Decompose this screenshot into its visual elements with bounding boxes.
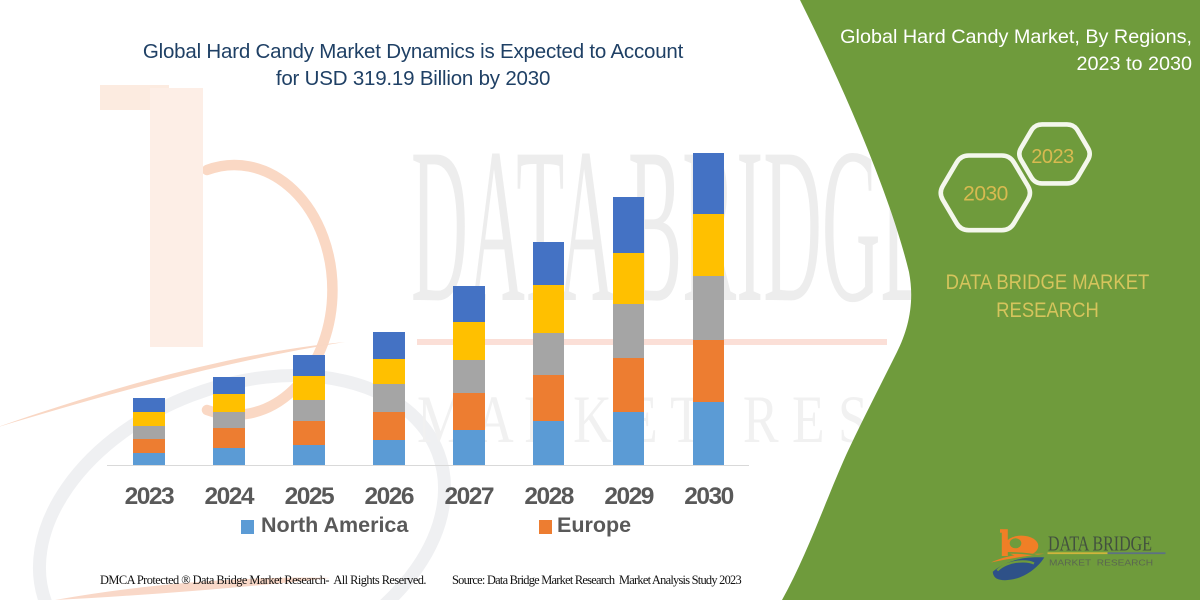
svg-text:2030: 2030: [963, 183, 1008, 206]
svg-text:MARKET RESEARCH: MARKET RESEARCH: [1049, 559, 1153, 568]
svg-text:DATA BRIDGE: DATA BRIDGE: [1048, 532, 1152, 556]
svg-text:DATA: DATA: [411, 103, 615, 349]
svg-text:2023: 2023: [1031, 146, 1074, 168]
